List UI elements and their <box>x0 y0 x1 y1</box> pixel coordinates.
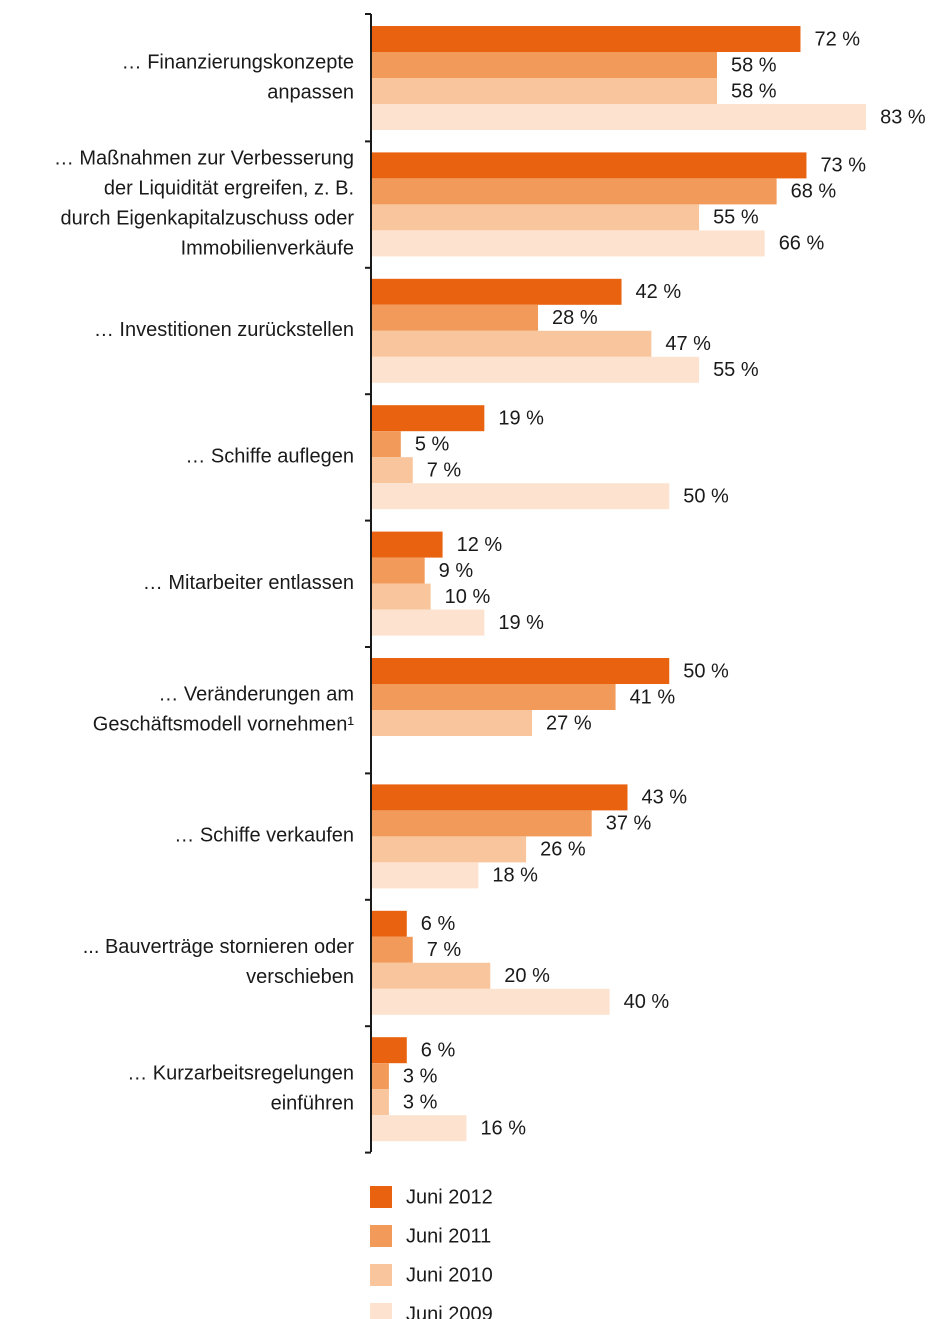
value-label: 55 % <box>713 207 759 229</box>
legend-label: Juni 2011 <box>406 1225 491 1247</box>
value-label: 6 % <box>421 913 456 935</box>
bar <box>372 710 533 736</box>
legend-swatch <box>370 1264 392 1286</box>
bar <box>372 784 628 811</box>
value-label: 20 % <box>504 965 550 987</box>
value-label: 9 % <box>439 560 474 582</box>
legend-swatch <box>370 1225 392 1247</box>
bar <box>372 78 717 104</box>
bar <box>372 204 700 231</box>
category-label: … Mitarbeiter entlassen <box>143 572 354 594</box>
legend-swatch <box>370 1303 392 1319</box>
category-label: ... Bauverträge stornieren oder <box>83 936 355 958</box>
bar <box>372 152 807 179</box>
value-label: 58 % <box>731 80 777 102</box>
category-label: … Veränderungen am <box>158 683 354 705</box>
bar <box>372 862 479 889</box>
value-label: 42 % <box>636 281 682 303</box>
category-label: einführen <box>271 1092 354 1114</box>
value-label: 47 % <box>665 333 711 355</box>
bar <box>372 836 527 863</box>
bar <box>372 230 765 257</box>
bar <box>372 1089 389 1116</box>
bar <box>372 1115 467 1142</box>
bar <box>372 483 670 510</box>
value-label: 40 % <box>624 991 670 1013</box>
bar <box>372 330 652 357</box>
bar <box>372 936 413 963</box>
bar <box>372 26 801 52</box>
bar <box>372 658 670 684</box>
category-label: … Maßnahmen zur Verbesserung <box>54 148 354 170</box>
value-label: 10 % <box>445 586 491 608</box>
bar <box>372 962 491 989</box>
bar <box>372 52 717 78</box>
value-label: 3 % <box>403 1091 438 1113</box>
bar <box>372 104 867 130</box>
category-label: … Schiffe verkaufen <box>174 825 354 847</box>
value-label: 50 % <box>683 485 729 507</box>
value-label: 28 % <box>552 307 598 329</box>
value-label: 43 % <box>641 787 687 809</box>
value-label: 26 % <box>540 839 586 861</box>
value-label: 7 % <box>427 939 462 961</box>
category-label: … Schiffe auflegen <box>185 445 354 467</box>
value-label: 55 % <box>713 359 759 381</box>
category-label: verschieben <box>246 966 354 988</box>
value-label: 27 % <box>546 712 592 734</box>
value-label: 18 % <box>492 865 538 887</box>
category-label: der Liquidität ergreifen, z. B. <box>104 178 354 200</box>
legend-label: Juni 2012 <box>406 1186 493 1208</box>
bar <box>372 1063 389 1090</box>
value-label: 66 % <box>779 233 825 255</box>
value-label: 5 % <box>415 433 450 455</box>
bar <box>372 431 401 458</box>
legend-swatch <box>370 1186 392 1208</box>
value-label: 50 % <box>683 660 729 682</box>
value-label: 37 % <box>606 813 652 835</box>
bar <box>372 178 777 205</box>
value-label: 83 % <box>880 106 926 128</box>
category-label: … Finanzierungskonzepte <box>122 51 354 73</box>
value-label: 6 % <box>421 1039 456 1061</box>
value-label: 7 % <box>427 459 462 481</box>
category-label: … Investitionen zurückstellen <box>94 319 354 341</box>
category-label: anpassen <box>267 81 354 103</box>
bar <box>372 356 700 383</box>
bar <box>372 531 443 558</box>
value-label: 68 % <box>791 181 837 203</box>
value-label: 58 % <box>731 54 777 76</box>
bar <box>372 609 485 636</box>
category-label: Geschäftsmodell vornehmen¹ <box>93 713 355 735</box>
bar <box>372 1037 407 1064</box>
category-label: Immobilienverkäufe <box>181 238 354 260</box>
value-label: 72 % <box>814 28 860 50</box>
bar <box>372 988 610 1015</box>
bar <box>372 457 413 484</box>
bar <box>372 557 425 584</box>
value-label: 73 % <box>820 155 866 177</box>
value-label: 3 % <box>403 1065 438 1087</box>
category-label: durch Eigenkapitalzuschuss oder <box>60 208 354 230</box>
legend-label: Juni 2010 <box>406 1264 493 1286</box>
value-label: 16 % <box>480 1117 526 1139</box>
value-label: 12 % <box>457 534 503 556</box>
value-label: 41 % <box>630 686 676 708</box>
legend-label: Juni 2009 <box>406 1303 493 1319</box>
bar <box>372 304 539 331</box>
bar <box>372 910 407 937</box>
value-label: 19 % <box>498 612 544 634</box>
bar <box>372 405 485 432</box>
bar <box>372 684 616 710</box>
bar <box>372 583 431 610</box>
category-label: … Kurzarbeitsregelungen <box>127 1062 354 1084</box>
bar <box>372 278 622 305</box>
value-label: 19 % <box>498 407 544 429</box>
bar <box>372 810 592 837</box>
